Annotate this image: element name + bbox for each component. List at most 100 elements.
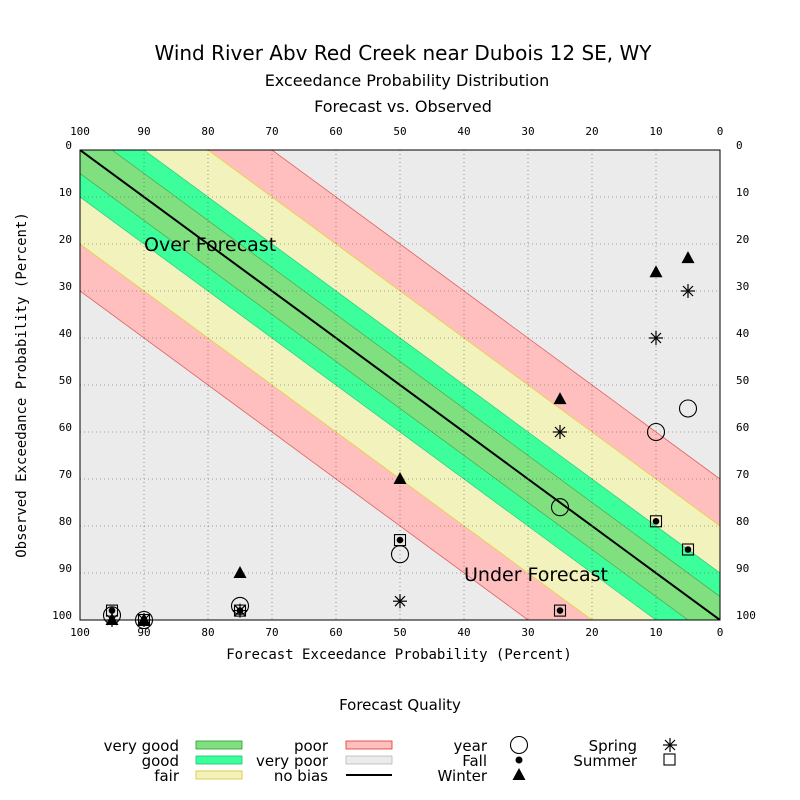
y-tick-label-right: 0 — [736, 139, 743, 152]
x-tick-label-top: 0 — [717, 125, 724, 138]
y-tick-label-left: 70 — [59, 468, 72, 481]
x-tick-label-bottom: 90 — [137, 626, 150, 639]
point-fall — [236, 607, 244, 614]
under-forecast-label: Under Forecast — [464, 564, 608, 586]
legend: very good good fair poor very poor no bi… — [104, 735, 677, 785]
x-tick-label-top: 30 — [521, 125, 534, 138]
y-tick-label-left: 100 — [52, 609, 72, 622]
chart-subtitle-2: Forecast vs. Observed — [314, 97, 492, 116]
point-spring — [681, 284, 695, 298]
legend-label-good: good — [142, 752, 179, 770]
point-year — [678, 399, 698, 418]
legend-marker-summer — [663, 753, 676, 766]
x-tick-label-top: 60 — [329, 125, 342, 138]
legend-label-fair: fair — [154, 767, 180, 785]
x-tick-label-top: 100 — [70, 125, 90, 138]
x-tick-label-top: 20 — [585, 125, 598, 138]
y-tick-label-right: 50 — [736, 374, 749, 387]
grid — [79, 149, 721, 621]
legend-label-winter: Winter — [438, 767, 488, 785]
y-tick-label-right: 100 — [736, 609, 756, 622]
legend-label-very-poor: very poor — [256, 752, 329, 770]
point-winter — [553, 392, 567, 405]
point-fall — [108, 607, 116, 614]
y-tick-label-left: 60 — [59, 421, 72, 434]
y-tick-label-right: 20 — [736, 233, 749, 246]
legend-label-poor: poor — [294, 737, 329, 755]
legend-label-no-bias: no bias — [274, 767, 328, 785]
legend-label-year: year — [454, 737, 488, 755]
point-fall — [396, 536, 404, 544]
x-tick-label-bottom: 60 — [329, 626, 342, 639]
y-tick-label-right: 70 — [736, 468, 749, 481]
y-axis-label: Observed Exceedance Probability (Percent… — [14, 212, 30, 558]
x-tick-label-top: 90 — [137, 125, 150, 138]
x-tick-label-top: 50 — [393, 125, 406, 138]
x-tick-label-bottom: 50 — [393, 626, 406, 639]
y-tick-label-right: 10 — [736, 186, 749, 199]
x-tick-label-bottom: 70 — [265, 626, 278, 639]
x-tick-label-bottom: 80 — [201, 626, 214, 639]
y-tick-label-right: 40 — [736, 327, 749, 340]
legend-label-very-good: very good — [104, 737, 179, 755]
point-spring — [649, 331, 663, 345]
point-fall — [684, 546, 692, 553]
point-summer — [649, 515, 663, 528]
y-tick-label-right: 60 — [736, 421, 749, 434]
y-tick-label-left: 30 — [59, 280, 72, 293]
point-winter — [681, 251, 695, 264]
x-axis-label: Forecast Exceedance Probability (Percent… — [226, 647, 572, 663]
point-winter — [649, 265, 663, 278]
plot-frame — [79, 149, 721, 621]
legend-swatch-very-poor — [345, 755, 393, 765]
legend-marker-year — [509, 735, 529, 755]
point-winter — [393, 472, 407, 484]
point-summer — [393, 534, 407, 547]
x-tick-label-bottom: 0 — [717, 626, 724, 639]
x-tick-label-bottom: 100 — [70, 626, 90, 639]
legend-swatch-fair — [195, 770, 243, 780]
legend-marker-winter — [512, 768, 526, 780]
axis-ticks: 1001009090808070706060505040403030202010… — [52, 125, 756, 639]
point-summer — [681, 543, 695, 556]
chart-title: Wind River Abv Red Creek near Dubois 12 … — [154, 41, 652, 65]
point-spring — [553, 425, 567, 439]
y-tick-label-left: 50 — [59, 374, 72, 387]
point-fall — [652, 518, 660, 525]
chart-subtitle-1: Exceedance Probability Distribution — [265, 71, 550, 90]
y-tick-label-left: 0 — [65, 139, 72, 152]
y-tick-label-left: 20 — [59, 233, 72, 246]
legend-swatch-good — [195, 755, 243, 765]
legend-swatch-poor — [345, 740, 393, 750]
x-tick-label-top: 70 — [265, 125, 278, 138]
x-tick-label-top: 10 — [649, 125, 662, 138]
legend-label-spring: Spring — [589, 737, 637, 755]
x-tick-label-bottom: 10 — [649, 626, 662, 639]
x-tick-label-bottom: 40 — [457, 626, 470, 639]
legend-title: Forecast Quality — [339, 696, 461, 714]
point-fall — [140, 616, 148, 624]
point-year — [550, 498, 570, 517]
y-tick-label-right: 30 — [736, 280, 749, 293]
y-tick-label-left: 90 — [59, 562, 72, 575]
point-summer — [553, 604, 567, 617]
point-winter — [233, 566, 247, 578]
point-year — [134, 610, 154, 630]
y-tick-label-left: 40 — [59, 327, 72, 340]
legend-label-fall: Fall — [462, 752, 487, 770]
legend-label-summer: Summer — [573, 752, 637, 770]
x-tick-label-bottom: 20 — [585, 626, 598, 639]
legend-marker-fall — [515, 756, 523, 764]
point-fall — [556, 607, 564, 614]
over-forecast-label: Over Forecast — [144, 234, 276, 256]
point-spring — [393, 594, 407, 609]
y-tick-label-right: 90 — [736, 562, 749, 575]
x-tick-label-bottom: 30 — [521, 626, 534, 639]
legend-marker-spring — [663, 738, 677, 752]
x-tick-label-top: 80 — [201, 125, 214, 138]
x-tick-label-top: 40 — [457, 125, 470, 138]
y-tick-label-left: 80 — [59, 515, 72, 528]
point-winter — [105, 613, 119, 625]
y-tick-label-right: 80 — [736, 515, 749, 528]
